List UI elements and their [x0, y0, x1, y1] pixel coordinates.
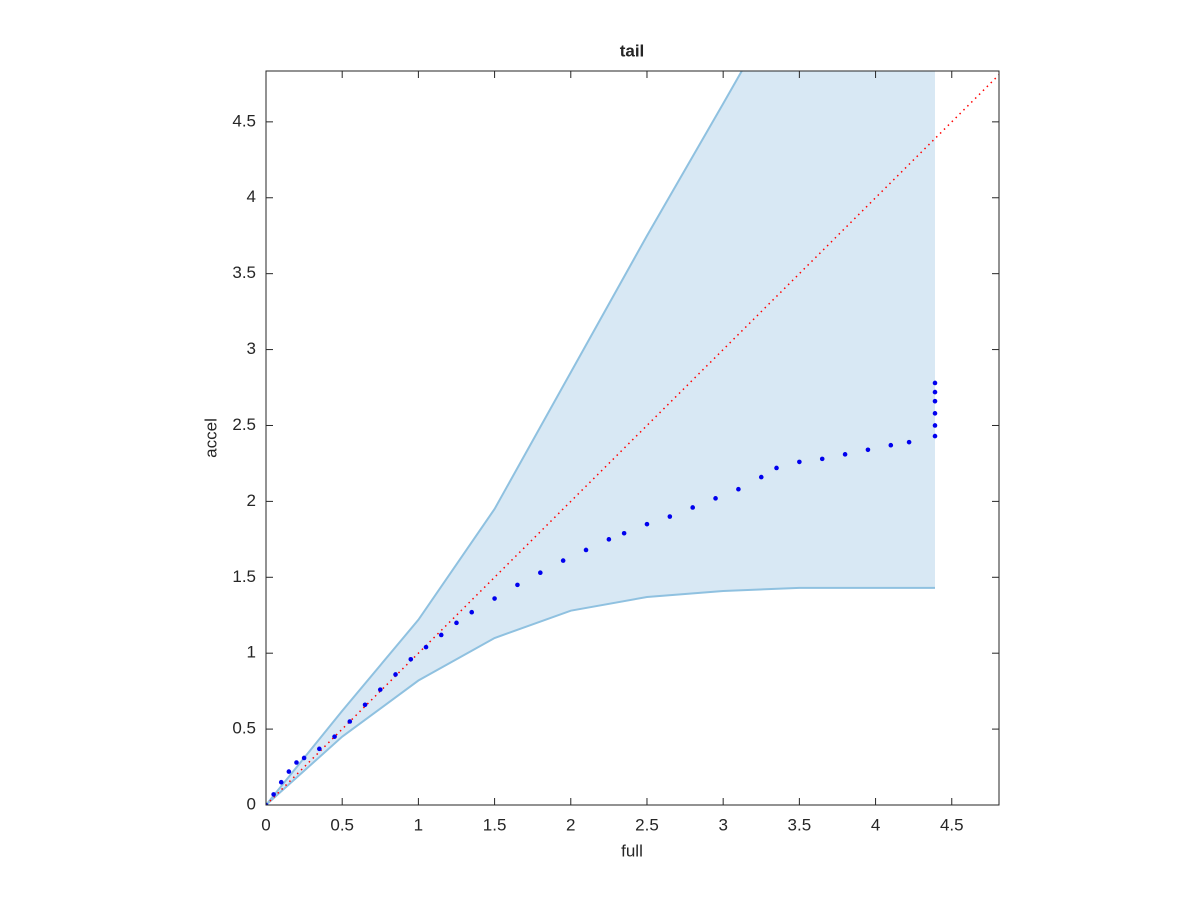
data-point: [932, 411, 938, 416]
data-point: [278, 779, 284, 785]
data-point: [294, 760, 299, 765]
data-point: [317, 746, 322, 752]
y-tick-label: 2: [247, 491, 256, 510]
data-point: [393, 672, 398, 677]
data-point: [774, 465, 779, 471]
data-point: [538, 570, 543, 576]
y-tick-label: 1: [247, 643, 256, 662]
data-point: [492, 596, 497, 601]
x-tick-label: 1.5: [483, 815, 507, 834]
data-point: [932, 389, 938, 395]
y-tick-label: 3: [247, 339, 256, 358]
y-tick-label: 4: [247, 187, 256, 206]
x-tick-label: 0: [261, 815, 270, 834]
data-point: [560, 558, 566, 563]
data-point: [932, 423, 938, 428]
y-axis-label: accel: [201, 418, 220, 458]
data-point: [797, 459, 802, 465]
x-tick-label: 0.5: [330, 815, 354, 834]
x-tick-label: 2.5: [635, 815, 659, 834]
y-tick-label: 2.5: [232, 415, 256, 434]
band-lower-edge: [266, 586, 935, 805]
y-tick-label: 3.5: [232, 263, 256, 282]
x-tick-label: 3: [718, 815, 727, 834]
chart-title: tail: [620, 41, 645, 60]
data-point: [888, 442, 894, 448]
data-point: [906, 439, 912, 445]
data-point: [408, 656, 414, 662]
plot-area: [266, 71, 999, 805]
data-point: [758, 474, 764, 480]
x-tick-label: 4: [871, 815, 880, 834]
data-point: [347, 719, 353, 724]
data-point: [332, 734, 337, 739]
data-point: [736, 486, 741, 492]
data-point: [271, 792, 276, 797]
x-tick-label: 2: [566, 815, 575, 834]
data-point: [713, 496, 718, 501]
band-area: [266, 71, 935, 805]
axes-box: [265, 70, 1000, 806]
y-tick-label: 0.5: [232, 719, 256, 738]
data-point: [932, 433, 938, 439]
y-tick-label: 0: [247, 794, 256, 813]
data-point: [301, 755, 307, 761]
data-point: [932, 380, 938, 386]
data-point: [377, 687, 383, 692]
axes: 0 0.5 1 1.5 2 2.5 3 3.5 4 4.5 0 0.5 1 1.5 2 2.5 3 3.5 4 4.5: [232, 70, 1000, 834]
y-tick-label: 1.5: [232, 567, 256, 586]
data-point: [819, 456, 825, 462]
x-tick-label: 1: [414, 815, 423, 834]
data-point: [690, 505, 695, 510]
data-point: [932, 398, 938, 404]
data-point: [454, 620, 459, 626]
x-axis-label: full: [621, 841, 643, 860]
data-point: [667, 514, 673, 519]
y-tick-label: 4.5: [232, 111, 256, 130]
data-point: [286, 769, 292, 774]
data-point: [438, 632, 444, 638]
band-upper-edge: [266, 71, 743, 805]
data-point: [423, 644, 429, 650]
data-point: [515, 582, 520, 588]
reference-line: [266, 74, 999, 805]
data-point: [644, 521, 650, 527]
data-point: [865, 447, 871, 453]
data-point: [266, 802, 269, 805]
data-point: [469, 609, 475, 615]
data-point: [606, 537, 612, 542]
data-point: [362, 702, 368, 708]
data-point: [842, 452, 848, 457]
data-point: [621, 530, 627, 536]
data-point: [583, 547, 589, 553]
x-tick-label: 4.5: [940, 815, 964, 834]
x-tick-label: 3.5: [788, 815, 812, 834]
